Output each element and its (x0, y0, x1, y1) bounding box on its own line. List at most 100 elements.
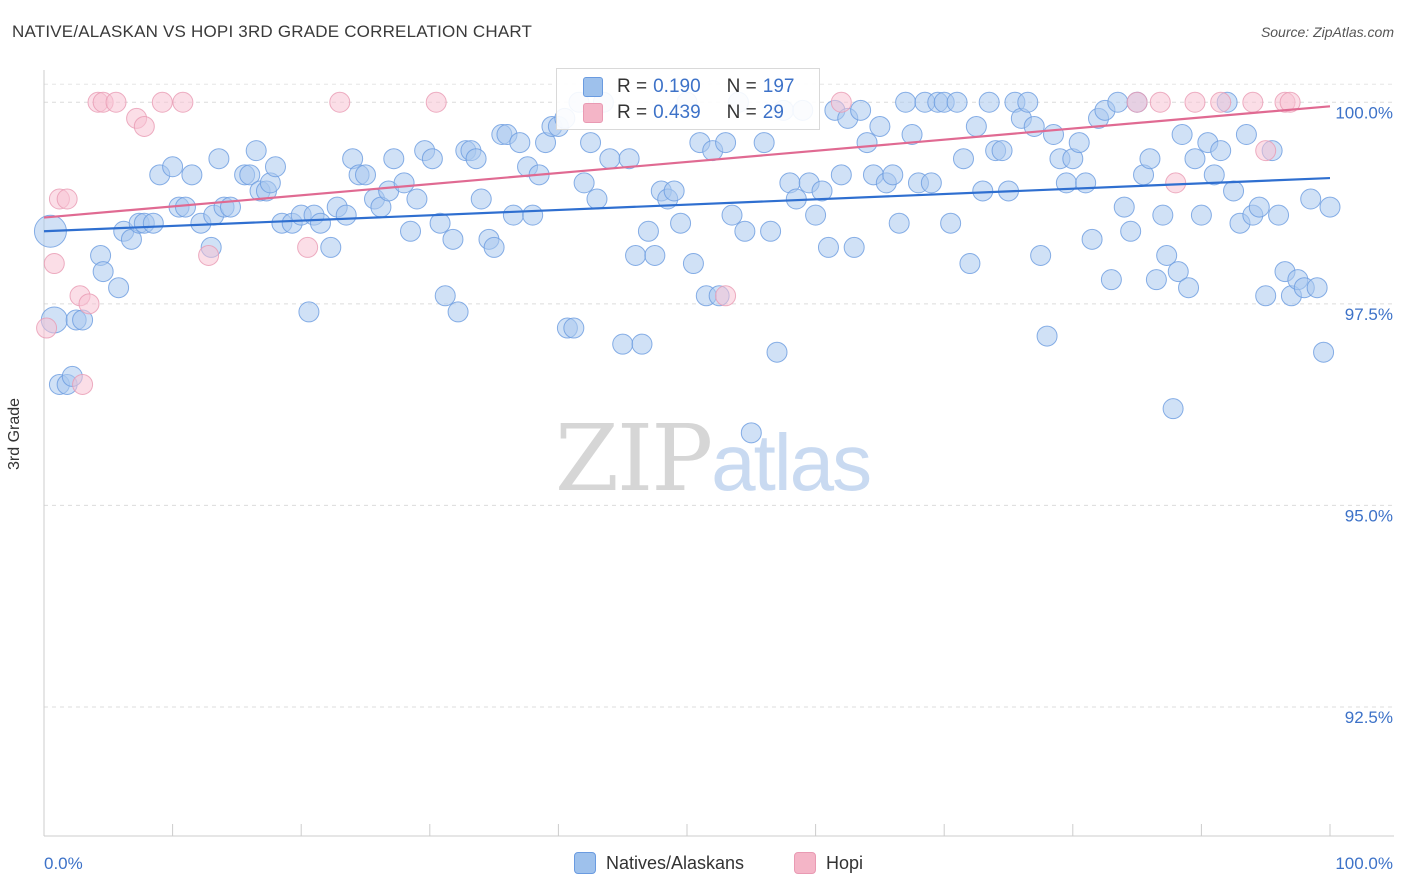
natives-point (1017, 91, 1039, 113)
natives-point (442, 228, 464, 250)
stats-legend: R = 0.190 N = 197 R = 0.439 N = 29 (556, 68, 820, 130)
natives-point (573, 172, 595, 194)
legend-row-hopi: R = 0.439 N = 29 (583, 101, 784, 125)
natives-point (400, 220, 422, 242)
natives-point (264, 156, 286, 178)
natives-point (470, 188, 492, 210)
natives-point (817, 236, 839, 258)
natives-point (434, 285, 456, 307)
natives-point (850, 99, 872, 121)
natives-point (1178, 277, 1200, 299)
natives-point (239, 164, 261, 186)
y-tick-label: 97.5% (1345, 305, 1393, 324)
bottom-legend-swatch-hopi (794, 852, 816, 874)
natives-point (320, 236, 342, 258)
natives-point (1145, 269, 1167, 291)
natives-point (1162, 398, 1184, 420)
natives-point (406, 188, 428, 210)
natives-point (618, 148, 640, 170)
natives-point (715, 132, 737, 154)
natives-point (940, 212, 962, 234)
hopi-point (1184, 91, 1206, 113)
natives-point (1300, 188, 1322, 210)
hopi-point (1149, 91, 1171, 113)
x-tick-label: 100.0% (1335, 854, 1393, 873)
natives-point (946, 91, 968, 113)
legend-swatch-hopi (583, 103, 603, 123)
natives-point (637, 220, 659, 242)
natives-point (245, 140, 267, 162)
natives-point (92, 261, 114, 283)
natives-point (108, 277, 130, 299)
hopi-point (56, 188, 78, 210)
natives-point (509, 132, 531, 154)
hopi-point (198, 244, 220, 266)
legend-row-natives: R = 0.190 N = 197 (583, 75, 794, 99)
natives-point (421, 148, 443, 170)
natives-point (1268, 204, 1290, 226)
bottom-legend-swatch-natives (574, 852, 596, 874)
natives-point (766, 341, 788, 363)
natives-point (760, 220, 782, 242)
hopi-point (105, 91, 127, 113)
hopi-point (830, 91, 852, 113)
natives-point (1306, 277, 1328, 299)
bottom-legend-natives[interactable]: Natives/Alaskans (574, 852, 744, 874)
natives-point (162, 156, 184, 178)
natives-point (856, 132, 878, 154)
y-tick-label: 92.5% (1345, 708, 1393, 727)
natives-point (599, 148, 621, 170)
natives-point (1030, 244, 1052, 266)
chart-title: NATIVE/ALASKAN VS HOPI 3RD GRADE CORRELA… (12, 22, 533, 41)
natives-point (1107, 91, 1129, 113)
natives-point (580, 132, 602, 154)
hopi-point (172, 91, 194, 113)
natives-point (972, 180, 994, 202)
natives-point (522, 204, 544, 226)
hopi-point (36, 317, 58, 339)
legend-swatch-natives (583, 77, 603, 97)
natives-point (1043, 124, 1065, 146)
natives-point (965, 115, 987, 137)
natives-point (1156, 244, 1178, 266)
source-label: Source: ZipAtlas.com (1260, 24, 1394, 40)
legend-n-value-hopi: 29 (762, 102, 784, 123)
hopi-point (78, 293, 100, 315)
natives-point (740, 422, 762, 444)
natives-point (1203, 164, 1225, 186)
hopi-point (1210, 91, 1232, 113)
natives-point (882, 164, 904, 186)
natives-point (502, 204, 524, 226)
natives-point (1319, 196, 1341, 218)
hopi-point (329, 91, 351, 113)
natives-point (335, 204, 357, 226)
natives-point (1081, 228, 1103, 250)
natives-point (670, 212, 692, 234)
natives-point (1100, 269, 1122, 291)
legend-r-label: R = (617, 76, 648, 97)
natives-point (1171, 124, 1193, 146)
natives-point (843, 236, 865, 258)
natives-point (383, 148, 405, 170)
y-tick-label: 100.0% (1335, 103, 1393, 122)
natives-point (978, 91, 1000, 113)
natives-point (612, 333, 634, 355)
natives-point (447, 301, 469, 323)
bottom-legend-label-natives: Natives/Alaskans (606, 852, 745, 873)
bottom-legend-hopi[interactable]: Hopi (794, 852, 863, 874)
natives-point (734, 220, 756, 242)
natives-point (181, 164, 203, 186)
natives-point (1210, 140, 1232, 162)
natives-point (952, 148, 974, 170)
natives-point (465, 148, 487, 170)
legend-n-label: N = (726, 102, 757, 123)
natives-point (1120, 220, 1142, 242)
natives-point (393, 172, 415, 194)
natives-point (309, 212, 331, 234)
natives-point (174, 196, 196, 218)
natives-point (869, 115, 891, 137)
natives-point (805, 204, 827, 226)
x-tick-label: 0.0% (44, 854, 83, 873)
legend-n-value-natives: 197 (762, 76, 795, 97)
hopi-point (1242, 91, 1264, 113)
